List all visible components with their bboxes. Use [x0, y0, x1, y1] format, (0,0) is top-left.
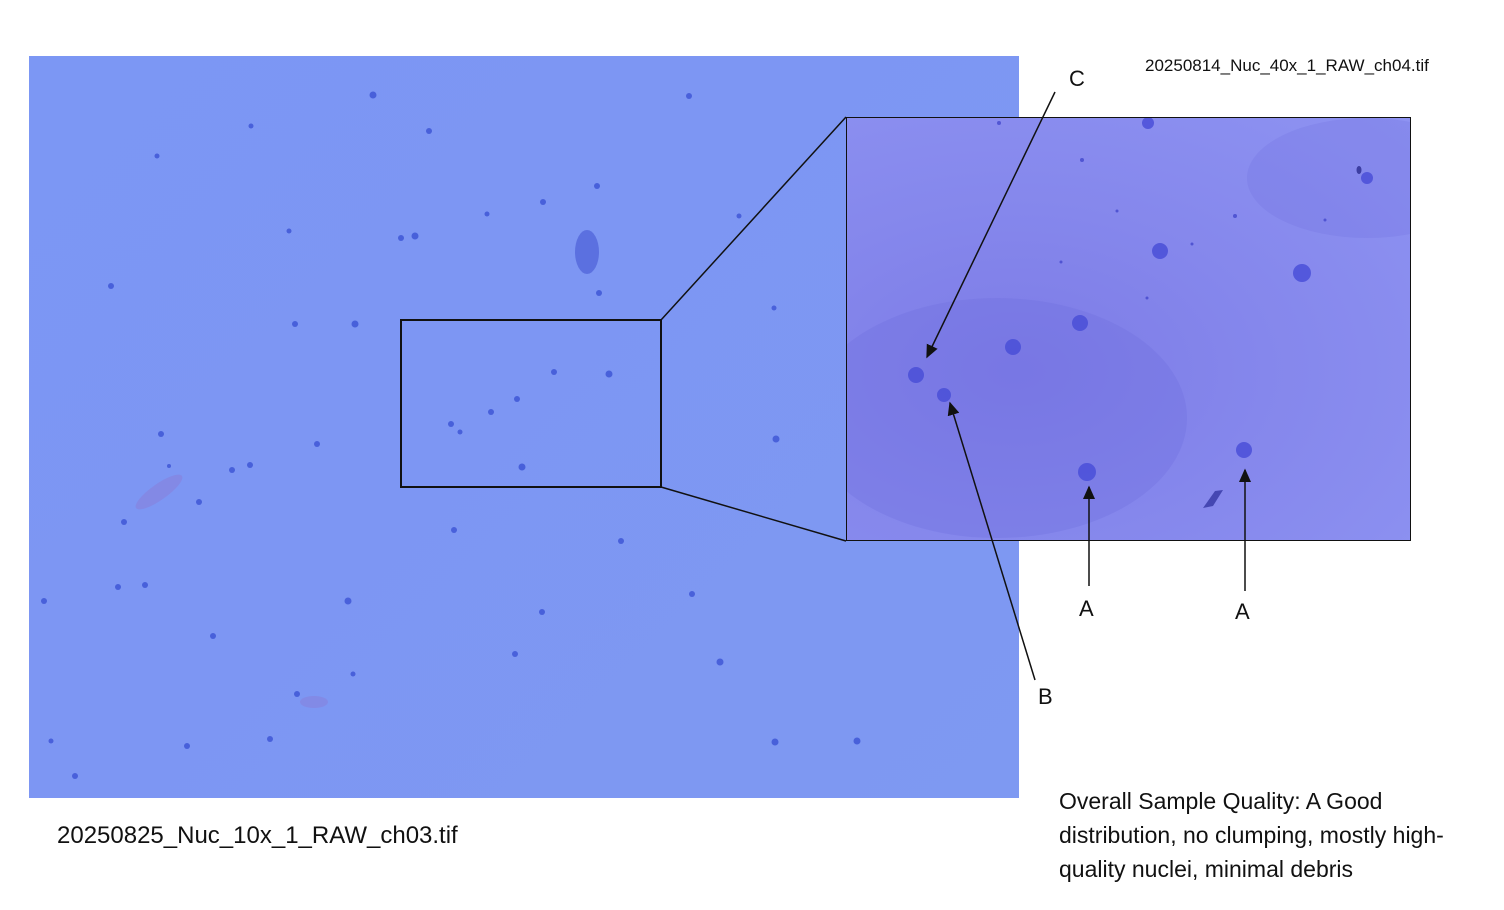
marker-a-left: A: [1079, 596, 1094, 621]
inset-image-filename: 20250814_Nuc_40x_1_RAW_ch04.tif: [1145, 56, 1429, 75]
micrograph-40x-inset: [846, 117, 1411, 541]
main-image-filename: 20250825_Nuc_10x_1_RAW_ch03.tif: [57, 822, 458, 849]
quality-summary: Overall Sample Quality: A Good distribut…: [1059, 788, 1444, 882]
marker-b: B: [1038, 684, 1053, 709]
marker-a-right: A: [1235, 599, 1250, 624]
marker-c: C: [1069, 66, 1085, 91]
nuclei-field-40x: [847, 118, 1410, 538]
